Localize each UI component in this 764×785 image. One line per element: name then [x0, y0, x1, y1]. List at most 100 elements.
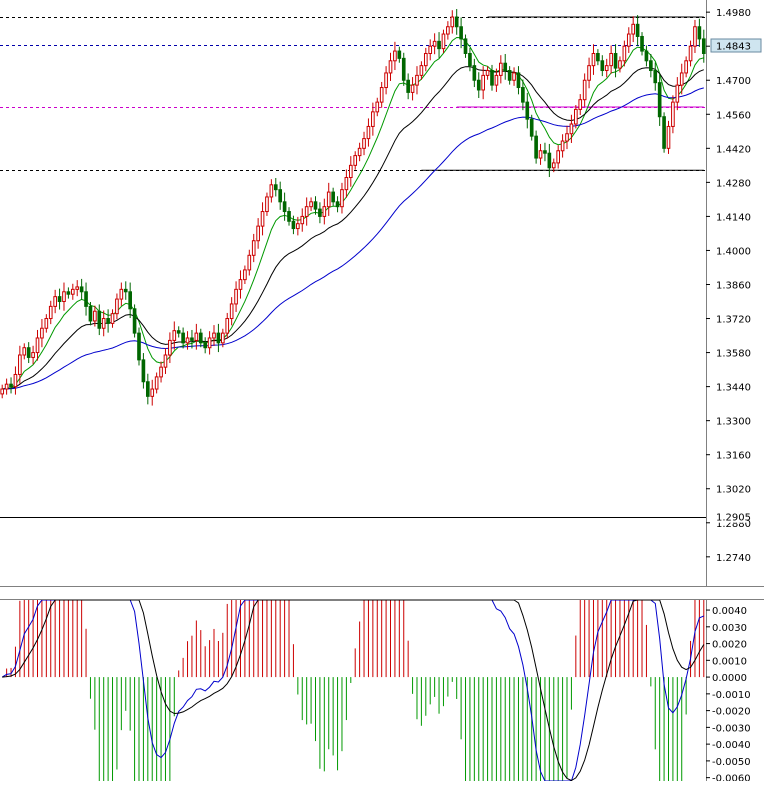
candle — [26, 342, 31, 364]
candle — [631, 16, 636, 43]
price-tick-label: 1.3160 — [716, 451, 751, 462]
panel-separator[interactable] — [0, 586, 764, 600]
candle-body — [348, 164, 353, 179]
candle — [679, 63, 684, 95]
candle — [185, 331, 190, 350]
candle-body — [247, 254, 252, 271]
candle — [697, 18, 702, 47]
candle-body — [88, 305, 93, 322]
candle-body — [441, 33, 446, 50]
candle — [657, 73, 662, 126]
candle — [145, 373, 150, 405]
candle-body — [481, 74, 485, 91]
candle — [168, 332, 172, 364]
candle — [582, 73, 587, 107]
candle — [609, 45, 613, 74]
candle-body — [260, 211, 265, 227]
candle-body — [671, 101, 675, 127]
candle — [503, 53, 508, 80]
candle — [649, 53, 653, 78]
candle — [693, 19, 697, 54]
candle — [468, 47, 472, 72]
candle-body — [521, 87, 525, 103]
candle-body — [450, 16, 455, 28]
candle-body — [4, 383, 9, 390]
candle — [701, 29, 706, 63]
candle-body — [344, 177, 349, 191]
candle — [622, 40, 627, 67]
candle — [101, 310, 106, 337]
candle — [150, 379, 155, 406]
macd-chart[interactable]: 0.0040 0.0030 0.0020 0.0010 0.0000 -0.0010 -0.… — [0, 599, 764, 785]
candle-body — [446, 26, 450, 35]
candle — [565, 125, 569, 150]
macd-tick-label: -0.0010 — [712, 690, 751, 701]
price-chart-panel[interactable]: 1.49801.48401.47001.45601.44201.42801.41… — [0, 0, 764, 586]
candle — [229, 297, 234, 326]
candle-body — [269, 184, 274, 198]
candle — [569, 114, 574, 143]
candle — [260, 202, 265, 236]
candle-body — [538, 150, 543, 159]
candle-body — [622, 45, 627, 62]
candle-body — [70, 288, 75, 295]
candle — [110, 309, 115, 328]
candle-body — [216, 332, 221, 344]
candle-body — [309, 201, 313, 208]
candle — [618, 56, 622, 73]
candle — [9, 377, 13, 394]
candle — [335, 196, 340, 213]
candle — [441, 29, 446, 54]
candle — [106, 309, 110, 333]
candle — [578, 94, 583, 116]
candle — [472, 58, 477, 88]
candle-body — [516, 72, 521, 89]
candle-body — [428, 45, 433, 54]
candle-body — [415, 74, 419, 86]
candle-body — [684, 60, 688, 74]
candle — [525, 92, 530, 129]
candle-body — [393, 50, 397, 62]
candle-body — [313, 201, 318, 210]
candle-body — [569, 123, 574, 135]
candle — [181, 327, 185, 349]
candle-body — [190, 337, 194, 341]
candle — [688, 40, 693, 67]
candle — [159, 361, 163, 383]
macd-tick-label: -0.0020 — [712, 707, 751, 718]
candle — [243, 265, 247, 285]
candle — [75, 280, 80, 297]
candle — [587, 57, 591, 89]
candle-body — [110, 313, 115, 324]
candle-body — [97, 310, 102, 329]
price-chart[interactable]: 1.49801.48401.47001.45601.44201.42801.41… — [0, 0, 764, 586]
candle — [22, 343, 27, 360]
candle — [653, 62, 658, 91]
candle — [401, 52, 406, 86]
candle — [556, 145, 561, 169]
candle-body — [653, 70, 658, 84]
candle-body — [0, 388, 5, 395]
candle-body — [551, 162, 556, 169]
macd-panel[interactable]: 0.0040 0.0030 0.0020 0.0010 0.0000 -0.0010 -0.… — [0, 599, 764, 785]
candle-body — [273, 184, 278, 191]
candle — [521, 79, 525, 111]
macd-axis: 0.0040 0.0030 0.0020 0.0010 0.0000 -0.0010 -0.… — [706, 606, 751, 785]
candle — [384, 66, 388, 95]
current-price-label: 1.4843 — [716, 42, 751, 53]
candle-body — [693, 26, 697, 47]
price-tick-label: 1.2880 — [716, 519, 751, 530]
candle-body — [371, 111, 375, 127]
candle — [494, 68, 499, 92]
candle — [490, 64, 494, 91]
candle-body — [697, 26, 702, 40]
candle-body — [543, 150, 547, 154]
candle — [529, 114, 534, 141]
level-marker: 1.2905 — [711, 510, 751, 524]
candle — [357, 142, 362, 162]
candle — [163, 348, 168, 374]
candle-body — [604, 65, 609, 72]
price-tick-label: 1.3860 — [716, 280, 751, 291]
candle-body — [529, 118, 534, 137]
macd-lines — [1, 599, 705, 782]
